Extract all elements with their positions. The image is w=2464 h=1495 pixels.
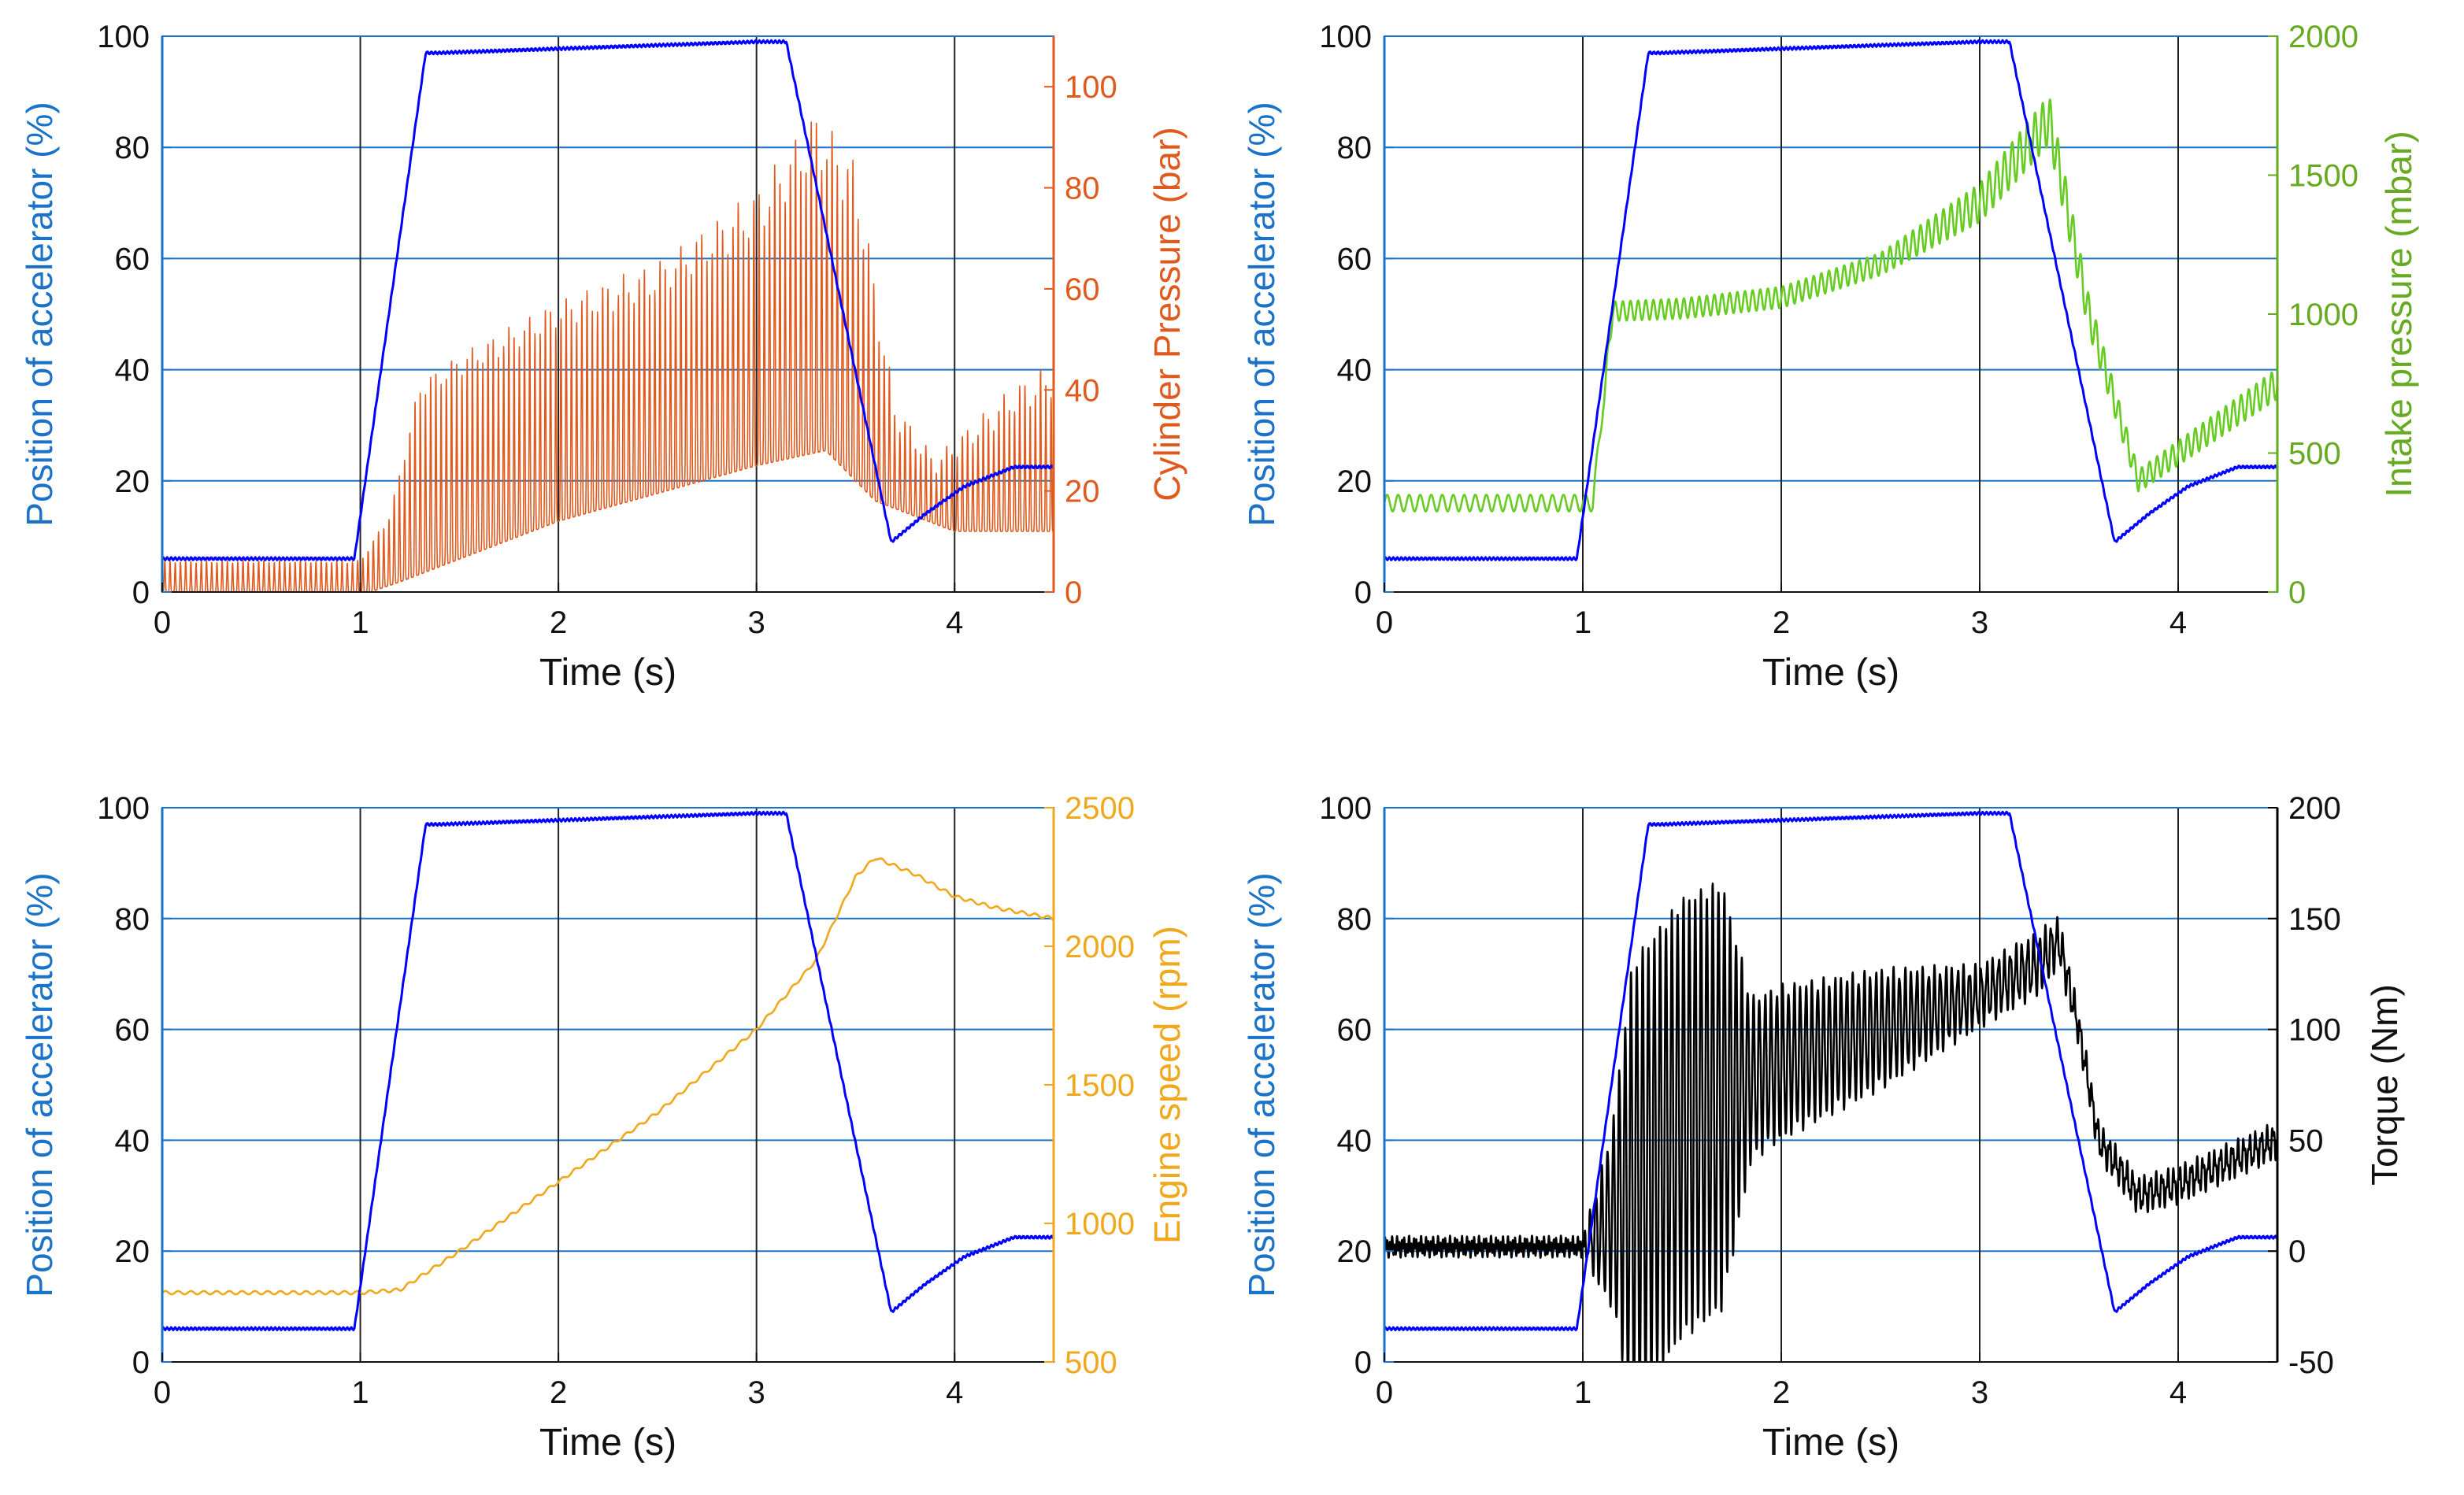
x-tick-label: 4 (2169, 1375, 2187, 1410)
y-right-tick-label: 2500 (1065, 791, 1135, 826)
x-tick-label: 0 (154, 1375, 171, 1410)
y-left-axis-label: Position of accelerator (%) (1241, 102, 1282, 526)
y-right-tick-label: 50 (2288, 1123, 2324, 1158)
y-left-tick-label: 20 (1337, 1234, 1373, 1269)
x-tick-label: 0 (154, 605, 171, 640)
series-line-position-of-accelerator (1384, 39, 2277, 561)
y-right-tick-label: 1000 (2288, 298, 2358, 332)
y-right-tick-label: 0 (2288, 1234, 2306, 1269)
y-right-tick-label: 1000 (1065, 1207, 1135, 1242)
chart-engine-speed: 0 1 2 3 40204060801005001000150020002500Time… (19, 791, 1188, 1464)
y-right-tick-label: 500 (1065, 1345, 1117, 1380)
y-right-tick-label: 200 (2288, 791, 2341, 826)
x-tick-label: 4 (946, 605, 963, 640)
x-axis-label: Time (s) (1762, 1422, 1899, 1464)
x-axis-label: Time (s) (539, 1422, 676, 1464)
x-tick-label: 3 (1971, 605, 1988, 640)
x-axis-label: Time (s) (539, 652, 676, 694)
y-left-axis-label: Position of accelerator (%) (1241, 872, 1282, 1297)
y-left-tick-label: 20 (115, 1234, 150, 1269)
x-axis-label: Time (s) (1762, 652, 1899, 694)
y-left-tick-label: 60 (115, 1013, 150, 1048)
y-right-tick-label: 500 (2288, 437, 2341, 472)
y-right-tick-label: 0 (1065, 575, 1082, 610)
y-left-tick-label: 40 (1337, 1123, 1373, 1158)
x-tick-label: 1 (351, 605, 369, 640)
x-tick-label: 1 (1574, 605, 1591, 640)
series-line-engine-speed (162, 857, 1054, 1296)
y-left-tick-label: 20 (1337, 464, 1373, 499)
series-line-cylinder-pressure (162, 121, 1054, 592)
y-left-tick-label: 40 (1337, 353, 1373, 388)
series-line-intake-pressure (1384, 98, 2277, 513)
y-right-tick-label: 1500 (2288, 159, 2358, 194)
x-tick-label: 3 (1971, 1375, 1988, 1410)
y-left-tick-label: 100 (1319, 20, 1372, 54)
plot-frame (161, 807, 1054, 1363)
y-right-tick-label: 60 (1065, 272, 1100, 307)
x-tick-label: 4 (946, 1375, 963, 1410)
x-tick-label: 0 (1376, 605, 1393, 640)
y-right-tick-label: 80 (1065, 172, 1100, 206)
x-tick-label: 3 (748, 1375, 765, 1410)
x-tick-label: 1 (1574, 1375, 1591, 1410)
y-right-axis-label: Cylinder Pressure (bar) (1147, 127, 1188, 501)
x-tick-label: 4 (2169, 605, 2187, 640)
plot-frame (1384, 35, 2278, 593)
y-right-tick-label: -50 (2288, 1345, 2334, 1380)
y-left-tick-label: 0 (132, 575, 150, 610)
x-tick-label: 2 (550, 605, 567, 640)
y-right-tick-label: 150 (2288, 902, 2341, 937)
y-left-tick-label: 100 (97, 20, 150, 54)
y-left-tick-label: 60 (1337, 1013, 1373, 1048)
x-tick-label: 2 (550, 1375, 567, 1410)
x-tick-label: 2 (1773, 605, 1790, 640)
x-tick-label: 0 (1376, 1375, 1393, 1410)
x-tick-label: 3 (748, 605, 765, 640)
y-right-tick-label: 2000 (2288, 20, 2358, 54)
x-tick-label: 1 (351, 1375, 369, 1410)
y-left-tick-label: 80 (1337, 902, 1373, 937)
y-left-tick-label: 20 (115, 464, 150, 499)
y-right-tick-label: 40 (1065, 373, 1100, 408)
y-left-tick-label: 0 (1354, 1345, 1372, 1380)
y-left-tick-label: 60 (1337, 242, 1373, 276)
y-left-tick-label: 60 (115, 242, 150, 276)
x-tick-label: 2 (1773, 1375, 1790, 1410)
y-right-tick-label: 2000 (1065, 930, 1135, 964)
series-line-torque (1384, 883, 2277, 1362)
y-right-tick-label: 0 (2288, 575, 2306, 610)
y-left-tick-label: 100 (97, 791, 150, 826)
y-left-tick-label: 0 (132, 1345, 150, 1380)
y-left-tick-label: 80 (115, 902, 150, 937)
y-left-tick-label: 40 (115, 1123, 150, 1158)
y-right-tick-label: 20 (1065, 475, 1100, 509)
series-line-position-of-accelerator (162, 810, 1054, 1331)
y-right-tick-label: 100 (2288, 1013, 2341, 1048)
y-right-axis-label: Intake pressure (mbar) (2378, 131, 2419, 497)
series-line-position-of-accelerator (162, 39, 1054, 561)
y-left-axis-label: Position of accelerator (%) (19, 872, 60, 1297)
series-line-position-of-accelerator (1384, 810, 2277, 1331)
y-left-tick-label: 80 (115, 131, 150, 165)
y-left-tick-label: 40 (115, 353, 150, 388)
y-right-axis-label: Engine speed (rpm) (1147, 926, 1188, 1244)
y-right-axis-label: Torque (Nm) (2364, 984, 2405, 1186)
y-left-tick-label: 0 (1354, 575, 1372, 610)
y-left-axis-label: Position of accelerator (%) (19, 102, 60, 526)
y-left-tick-label: 80 (1337, 131, 1373, 165)
y-right-tick-label: 1500 (1065, 1068, 1135, 1103)
y-right-tick-label: 100 (1065, 70, 1117, 105)
y-left-tick-label: 100 (1319, 791, 1372, 826)
